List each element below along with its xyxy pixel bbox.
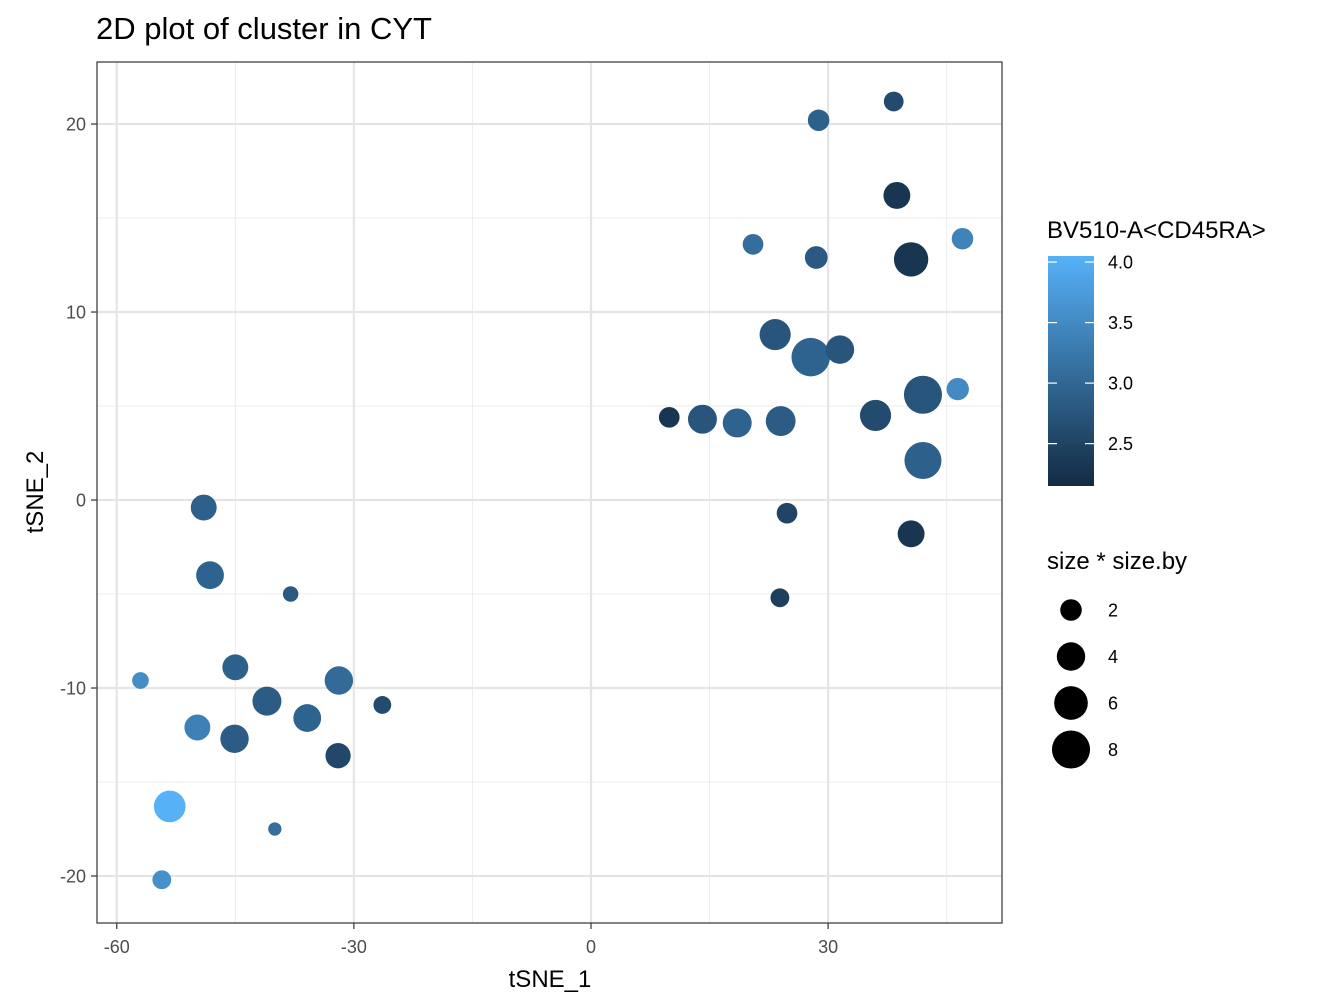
x-tick-label: -60 [104, 937, 130, 957]
x-tick-label: -30 [341, 937, 367, 957]
size-legend-label: 2 [1108, 601, 1118, 621]
scatter-point [770, 588, 790, 608]
scatter-point [658, 406, 680, 428]
y-tick-label: -20 [60, 867, 86, 887]
scatter-point [893, 242, 929, 277]
colorbar-tick-label: 4.0 [1108, 253, 1133, 273]
size-legend-label: 8 [1108, 740, 1118, 760]
x-tick-label: 30 [818, 937, 838, 957]
scatter-point [373, 696, 392, 714]
colorbar-tick-label: 2.5 [1108, 434, 1133, 454]
scatter-point [293, 704, 322, 732]
y-tick-label: 0 [76, 491, 86, 511]
scatter-point [903, 375, 943, 414]
scatter-point [825, 335, 855, 364]
y-axis: -20 -10 0 10 20 [60, 115, 97, 887]
scatter-point [132, 672, 149, 689]
x-axis-title: tSNE_1 [509, 966, 592, 993]
chart-title: 2D plot of cluster in CYT [96, 11, 432, 46]
scatter-point [883, 182, 911, 209]
scatter-point [897, 520, 925, 548]
size-legend-keys: 2 4 6 8 [1051, 599, 1118, 769]
scatter-point [946, 377, 969, 401]
scatter-point [759, 319, 791, 351]
size-legend-title: size * size.by [1047, 548, 1187, 575]
size-legend-key [1056, 642, 1086, 671]
size-legend-key [1054, 686, 1088, 720]
scatter-point [765, 406, 796, 436]
plot-panel [96, 61, 1003, 924]
scatter-point [687, 404, 717, 434]
y-axis-title: tSNE_2 [22, 451, 49, 534]
x-axis: -60 -30 0 30 [104, 923, 838, 957]
scatter-point [859, 399, 892, 432]
colorbar-tick-label: 3.5 [1108, 313, 1133, 333]
scatter-point [325, 743, 351, 769]
scatter-point [252, 686, 282, 716]
minor-gridlines [97, 62, 1002, 923]
y-tick-label: 20 [66, 115, 86, 135]
scatter-point [184, 714, 211, 741]
scatter-point [951, 227, 974, 250]
scatter-point [791, 337, 830, 377]
x-tick-label: 0 [586, 937, 596, 957]
scatter-point [190, 494, 217, 521]
scatter-point [220, 724, 249, 753]
panel-border [96, 61, 1003, 924]
scatter-point [776, 502, 798, 524]
scatter-point [324, 666, 354, 695]
y-tick-label: -10 [60, 679, 86, 699]
scatter-point [722, 408, 752, 438]
panel-background [97, 62, 1002, 923]
data-points [132, 91, 974, 890]
scatter-point [804, 246, 828, 269]
scatter-point [282, 586, 299, 602]
scatter-point [196, 561, 224, 590]
scatter-point [222, 654, 249, 681]
colorbar-ticks: 2.5 3.0 3.5 4.0 [1048, 253, 1133, 454]
major-gridlines [97, 62, 1002, 923]
size-legend-label: 6 [1108, 694, 1118, 714]
scatter-point [904, 442, 942, 480]
color-legend: BV510-A<CD45RA> 2.5 3.0 3.5 4.0 [1047, 217, 1266, 486]
scatter-point [153, 790, 186, 823]
scatter-point [268, 822, 282, 836]
scatter-point [152, 870, 172, 890]
size-legend-key [1060, 599, 1082, 621]
y-tick-label: 10 [66, 303, 86, 323]
size-legend: size * size.by 2 4 6 8 [1047, 548, 1187, 769]
size-legend-label: 4 [1108, 647, 1118, 667]
size-legend-key [1051, 730, 1091, 769]
scatter-point [742, 234, 764, 255]
colorbar-tick-label: 3.0 [1108, 374, 1133, 394]
color-legend-title: BV510-A<CD45RA> [1047, 217, 1266, 244]
scatter-point [807, 109, 830, 132]
scatter-point [883, 91, 904, 112]
colorbar [1048, 256, 1094, 486]
